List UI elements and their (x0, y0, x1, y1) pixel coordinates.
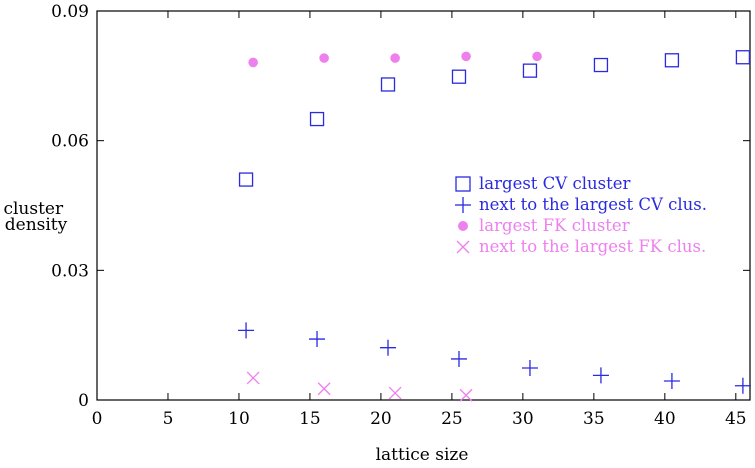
x-axis-label: lattice size (376, 445, 469, 465)
data-point-cross (388, 386, 402, 400)
y-axis-label: cluster density (3, 199, 68, 235)
data-point-square (735, 50, 751, 65)
data-point-plus (521, 360, 538, 377)
data-point-cross (317, 382, 331, 396)
legend-item: largest FK cluster (453, 215, 753, 236)
legend-cross-marker-icon (456, 240, 470, 253)
data-point-square (238, 172, 254, 187)
x-tick-label: 15 (299, 409, 321, 429)
data-point-cross (246, 371, 260, 385)
data-point-plus (238, 322, 255, 339)
data-point-plus (309, 331, 326, 348)
data-point-dot (532, 51, 542, 62)
data-point-plus (592, 367, 609, 384)
legend-item: largest CV cluster (453, 173, 753, 194)
y-axis-label-line-1: cluster (3, 199, 64, 219)
y-tick-label: 0.09 (51, 2, 89, 22)
data-point-square (309, 111, 325, 127)
x-tick-label: 40 (654, 409, 676, 429)
data-point-cross (459, 388, 473, 402)
data-point-plus (450, 350, 467, 367)
legend-dot-marker-icon (458, 220, 468, 231)
x-tick-label: 5 (163, 409, 174, 429)
x-tick-label: 20 (370, 409, 392, 429)
legend-label: largest CV cluster (479, 174, 631, 193)
data-point-plus (734, 377, 751, 394)
legend-label: next to the largest CV clus. (479, 195, 707, 214)
x-tick-label: 0 (92, 409, 103, 429)
legend-plus-marker-icon (455, 196, 471, 213)
legend-label: next to the largest FK clus. (479, 237, 707, 256)
y-tick-label: 0.03 (51, 261, 89, 281)
legend-item: next to the largest CV clus. (453, 194, 753, 215)
chart-marks (238, 50, 751, 402)
data-point-square (380, 77, 396, 92)
x-tick-label: 45 (725, 409, 747, 429)
axes: 0 5 10 15 20 25 30 35 40 45 0 0.03 0.06 0.09 (51, 2, 751, 429)
data-point-dot (248, 57, 258, 68)
data-point-dot (390, 53, 400, 63)
data-point-plus (663, 372, 680, 389)
data-point-square (451, 69, 467, 84)
x-tick-label: 30 (512, 409, 534, 429)
data-point-plus (380, 339, 397, 356)
data-point-dot (461, 51, 471, 62)
legend-square-marker-icon (455, 175, 471, 192)
x-tick-label: 25 (441, 409, 463, 429)
x-tick-label: 10 (228, 409, 250, 429)
plot-frame (96, 10, 751, 401)
legend: largest CV cluster next to the largest C… (453, 173, 753, 257)
y-tick-label: 0.06 (51, 132, 89, 152)
legend-item: next to the largest FK clus. (453, 236, 753, 257)
data-point-square (522, 63, 538, 78)
data-point-square (664, 53, 680, 68)
legend-label: largest FK cluster (479, 216, 630, 235)
data-point-square (593, 57, 609, 73)
data-point-dot (319, 53, 329, 63)
y-axis-label-line-2: density (5, 215, 68, 235)
y-tick-label: 0 (78, 391, 89, 411)
x-tick-label: 35 (583, 409, 605, 429)
